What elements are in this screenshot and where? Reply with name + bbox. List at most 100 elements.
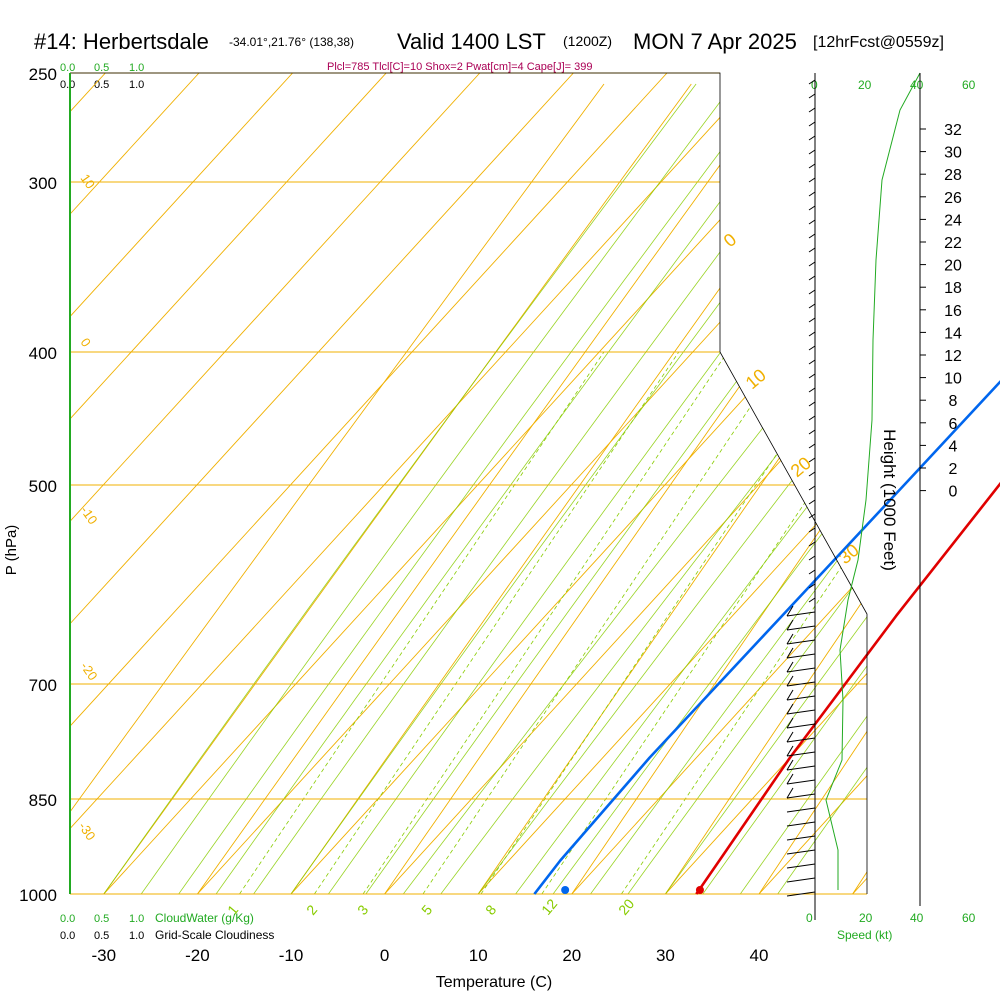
speed-bottom-0: 0 <box>806 911 813 925</box>
cloud-top-green-2: 1.0 <box>129 62 144 74</box>
height-tick-label: 26 <box>944 190 962 207</box>
wind-barb <box>786 695 816 701</box>
moist-adiabat-line <box>215 83 809 894</box>
dry-adiabat-line <box>665 83 867 894</box>
wind-barb <box>808 303 816 309</box>
wind-barb <box>808 457 816 463</box>
wind-barb <box>808 583 816 589</box>
wind-barb <box>808 569 816 575</box>
wind-barb <box>786 821 816 827</box>
wind-barb <box>808 261 816 267</box>
isotherm-label: 10 <box>78 171 99 191</box>
wind-barb <box>808 135 816 141</box>
wind-barb-flag <box>786 703 794 715</box>
wind-barb <box>808 317 816 323</box>
isotherm-line <box>70 73 574 894</box>
moist-adiabat-line <box>103 83 697 894</box>
isotherm-line <box>290 73 867 894</box>
isotherm-label: -30 <box>76 819 99 843</box>
isotherm-line <box>571 73 867 894</box>
profiles <box>533 380 1000 895</box>
height-tick-label: 8 <box>949 393 958 410</box>
isotherm-line <box>70 73 761 894</box>
height-tick-label: 0 <box>949 484 958 501</box>
speed-top-40: 40 <box>910 78 924 92</box>
header: #14: Herbertsdale -34.01°,21.76° (138,38… <box>34 29 944 73</box>
height-tick-label: 4 <box>949 438 958 455</box>
moist-adiabat-line <box>477 83 867 894</box>
mixing-ratio-line <box>239 351 605 894</box>
wind-barb <box>786 667 816 673</box>
wind-barb <box>786 849 816 855</box>
isotherm-line <box>70 73 293 894</box>
cloud-top-black-2: 1.0 <box>129 79 144 91</box>
axes: P (hPa) Temperature (C) Height (1000 Fee… <box>3 65 962 991</box>
height-tick-label: 24 <box>944 212 962 229</box>
wind-barb <box>808 289 816 295</box>
temperature-tick-label: 30 <box>656 946 675 965</box>
isotherm-line <box>103 73 855 894</box>
moist-adiabat-line <box>627 83 867 894</box>
boundary <box>69 72 868 894</box>
wind-barb <box>786 681 816 687</box>
wind-barb-flag <box>786 619 794 631</box>
wind-barb <box>808 79 816 85</box>
dry-adiabat-line <box>197 83 780 894</box>
wind-barb <box>808 373 816 379</box>
height-tick-label: 10 <box>944 371 962 388</box>
wind-barb <box>808 121 816 127</box>
indices-line: Plcl=785 Tlcl[C]=10 Shox=2 Pwat[cm]=4 Ca… <box>327 61 592 73</box>
temperature-tick-label: -20 <box>185 946 210 965</box>
cloud-top-green-1: 0.5 <box>94 62 109 74</box>
pressure-tick-label: 850 <box>29 791 57 810</box>
dry-adiabat-line <box>758 83 867 894</box>
temperature-tick-label: -30 <box>92 946 117 965</box>
temperature-tick-label: 10 <box>469 946 488 965</box>
height-tick-label: 18 <box>944 280 962 297</box>
wind-barb <box>786 765 816 771</box>
mixing-ratio-label: 12 <box>538 896 560 918</box>
isotherm-line <box>477 73 867 894</box>
cloud-top-black-1: 0.5 <box>94 79 109 91</box>
wind-barb <box>786 835 816 841</box>
wind-barb <box>786 639 816 645</box>
dry-adiabat-line <box>70 83 605 894</box>
mixing-ratio-line <box>422 351 788 894</box>
cloud-top-green-0: 0.0 <box>60 62 75 74</box>
height-tick-label: 28 <box>944 167 962 184</box>
moist-adiabat-line <box>440 83 867 894</box>
wind-barb <box>786 653 816 659</box>
cloudwater-label: CloudWater (g/Kg) <box>155 911 254 925</box>
speed-scale-bottom: 0 20 40 60 Speed (kt) <box>806 911 976 942</box>
wind-barb <box>786 877 816 883</box>
height-axis-label: Height (1000 Feet) <box>880 429 899 571</box>
mixing-ratio-line <box>480 351 846 894</box>
cloud-top-black-0: 0.0 <box>60 79 75 91</box>
wind-barb <box>786 709 816 715</box>
wind-barb-flag <box>786 675 794 687</box>
pressure-tick-label: 700 <box>29 676 57 695</box>
isotherm-label: 0 <box>78 335 94 350</box>
mixing-ratio-line <box>314 351 680 894</box>
wind-barb <box>808 415 816 421</box>
wind-barb <box>786 793 816 799</box>
wind-barb-flag <box>786 689 794 701</box>
moist-adiabat-line <box>328 83 867 894</box>
forecast-label: [12hrFcst@0559z] <box>813 34 944 51</box>
valid-date: MON 7 Apr 2025 <box>633 29 797 54</box>
wind-barb <box>786 723 816 729</box>
wind-barb <box>786 611 816 617</box>
isotherm-line <box>70 73 387 894</box>
dry-adiabat-label: 20 <box>787 453 815 481</box>
mixing-ratio-label: 20 <box>615 896 637 918</box>
moist-adiabat-line <box>665 83 867 894</box>
isotherm-line <box>0 73 12 894</box>
wind-barb-flag <box>786 717 794 729</box>
wind-barb-flag <box>786 647 794 659</box>
speed-bottom-60: 60 <box>962 911 976 925</box>
speed-top-60: 60 <box>962 78 976 92</box>
station-coords: -34.01°,21.76° (138,38) <box>229 35 354 49</box>
height-tick-label: 2 <box>949 461 958 478</box>
wind-barb <box>808 513 816 519</box>
